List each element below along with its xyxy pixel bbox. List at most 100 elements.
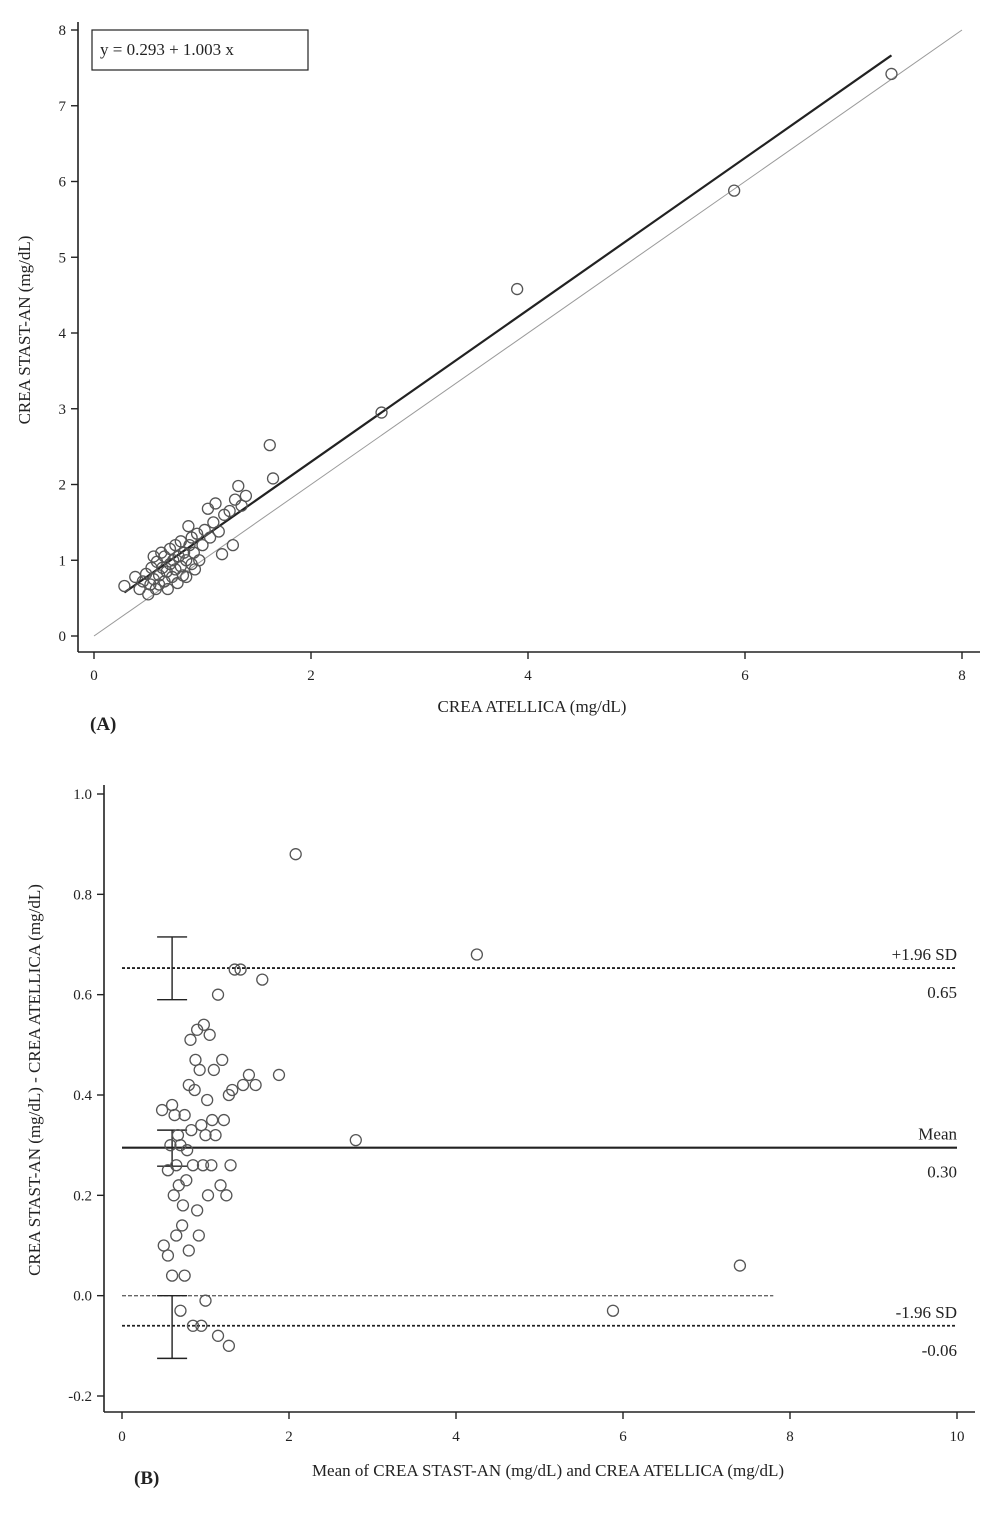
panel-a-ticks: 0 2 4 6 8 0 1 2 3 4 5 6 7 8	[59, 23, 966, 684]
data-point	[232, 479, 245, 493]
data-point	[216, 1053, 229, 1067]
y-tick-label: 2	[59, 478, 67, 494]
data-point	[375, 406, 388, 419]
panel-b-x-label: Mean of CREA STAST-AN (mg/dL) and CREA A…	[312, 1461, 784, 1480]
panel-b-label: (B)	[134, 1468, 159, 1489]
data-point	[263, 438, 276, 452]
data-point	[199, 1294, 212, 1307]
y-tick-label: 0.8	[73, 887, 92, 903]
y-tick-label: 0.4	[73, 1088, 92, 1104]
data-point	[188, 1083, 201, 1097]
data-point	[175, 1219, 189, 1232]
data-point	[224, 1159, 237, 1172]
x-tick-label: 6	[619, 1429, 627, 1445]
data-point	[168, 1108, 181, 1122]
data-point	[167, 1189, 180, 1202]
y-tick-label: 4	[59, 326, 67, 342]
x-tick-label: 4	[524, 668, 532, 684]
panel-a-x-label: CREA ATELLICA (mg/dL)	[438, 697, 627, 716]
data-point	[171, 1128, 185, 1142]
x-tick-label: 0	[118, 1429, 126, 1445]
data-point	[205, 1159, 218, 1172]
data-point	[172, 1179, 185, 1192]
data-point	[226, 538, 240, 552]
panel-b-ticks: 0 2 4 6 8 10 -0.2 0.0 0.2 0.4 0.6 0.8 1.0	[68, 787, 964, 1445]
data-point	[156, 561, 169, 574]
data-point	[201, 502, 215, 515]
data-point	[885, 67, 898, 81]
data-point	[180, 1144, 194, 1157]
x-tick-label: 0	[90, 668, 98, 684]
data-point	[203, 531, 217, 544]
panel-b-y-label: CREA STAST-AN (mg/dL) - CREA ATELLICA (m…	[25, 884, 44, 1276]
y-tick-label: 7	[59, 99, 67, 115]
data-point	[226, 1083, 239, 1097]
lower-limit-value: -0.06	[922, 1341, 957, 1360]
data-point	[249, 1078, 262, 1092]
data-point	[228, 963, 241, 976]
data-point	[203, 1028, 216, 1041]
panel-a-regression-line	[123, 54, 893, 594]
data-point	[217, 1113, 231, 1127]
data-point	[206, 1113, 219, 1127]
data-point	[165, 1098, 179, 1112]
y-tick-label: 1.0	[73, 787, 92, 803]
mean-value: 0.30	[927, 1163, 957, 1182]
lower-limit-label: -1.96 SD	[896, 1303, 957, 1322]
data-point	[178, 1269, 191, 1282]
data-point	[207, 1063, 221, 1077]
panel-b-points	[155, 848, 747, 1352]
data-point	[511, 282, 524, 296]
data-point	[266, 472, 280, 485]
data-point	[470, 948, 484, 961]
y-tick-label: 3	[59, 402, 67, 418]
data-point	[155, 1103, 169, 1117]
data-point	[242, 1068, 256, 1082]
data-point	[170, 1229, 183, 1242]
data-point	[185, 1123, 198, 1137]
data-point	[133, 582, 146, 596]
data-point	[183, 538, 196, 552]
data-point	[193, 554, 206, 567]
panel-a-y-label: CREA STAST-AN (mg/dL)	[15, 236, 34, 425]
data-point	[201, 1189, 215, 1202]
data-point	[190, 1204, 204, 1217]
data-point	[223, 504, 236, 518]
data-point	[349, 1134, 362, 1147]
data-point	[209, 1128, 222, 1142]
data-point	[214, 1179, 227, 1192]
data-point	[728, 184, 741, 197]
panel-a-scatter-plot: 0 2 4 6 8 0 1 2 3 4 5 6 7 8 y = 0.293 + 1.003 x CREA …	[15, 22, 980, 735]
panel-a-label: (A)	[90, 714, 116, 735]
data-point	[234, 963, 247, 976]
data-point	[182, 1244, 195, 1257]
panel-a-identity-line	[93, 29, 963, 637]
y-tick-label: 5	[59, 250, 67, 266]
y-tick-label: 6	[59, 175, 67, 191]
data-point	[199, 1128, 212, 1142]
y-tick-label: 0	[59, 629, 67, 645]
data-point	[215, 548, 229, 561]
data-point	[174, 1304, 187, 1317]
data-point	[180, 1174, 193, 1187]
data-point	[256, 973, 269, 986]
panel-a-equation-box	[91, 29, 309, 71]
data-point	[236, 1078, 250, 1092]
data-point	[182, 520, 195, 533]
data-point	[186, 1159, 200, 1172]
data-point	[196, 1159, 210, 1172]
data-point	[178, 1108, 191, 1122]
data-point	[211, 988, 225, 1001]
y-tick-label: 0.2	[73, 1188, 92, 1204]
upper-limit-value: 0.65	[927, 983, 957, 1002]
data-point	[161, 1249, 175, 1262]
y-tick-label: 1	[59, 553, 67, 569]
y-tick-label: 0.0	[73, 1289, 92, 1305]
data-point	[606, 1304, 620, 1317]
data-point	[220, 1189, 233, 1202]
data-point	[165, 1269, 179, 1282]
data-point	[733, 1259, 747, 1272]
data-point	[186, 1319, 200, 1332]
mean-label: Mean	[918, 1125, 957, 1144]
